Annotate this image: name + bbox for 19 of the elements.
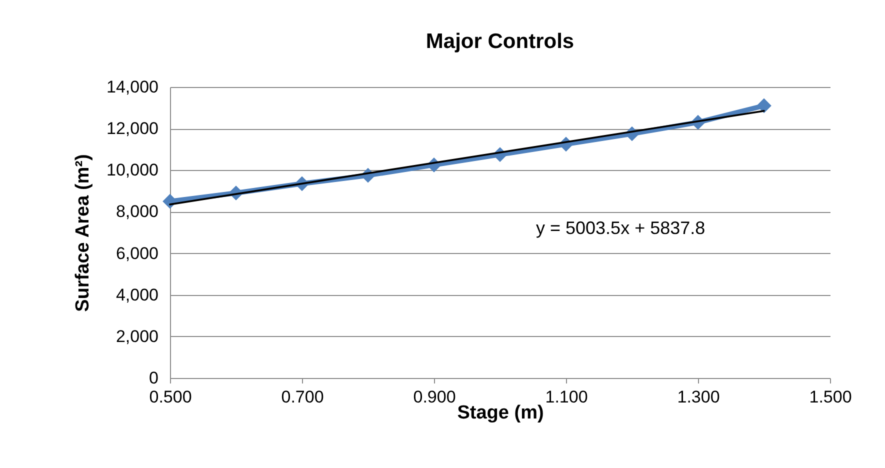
annotation: y = 5003.5x + 5837.8 — [536, 218, 706, 238]
y-tick-label: 4,000 — [116, 285, 158, 304]
y-tick-label: 2,000 — [116, 326, 158, 346]
y-tick-label: 14,000 — [106, 78, 158, 96]
x-axis-title: Stage (m) — [457, 402, 544, 424]
y-tick-label: 12,000 — [106, 119, 158, 138]
point — [756, 98, 772, 114]
x-tick-label: 1.300 — [677, 388, 720, 406]
x-tick-label: 1.100 — [545, 388, 588, 406]
y-tick-label: 6,000 — [116, 244, 158, 263]
y-tick-label: 8,000 — [116, 202, 158, 222]
x-tick-label: 1.500 — [809, 388, 852, 406]
y-axis-title: Surface Area (m²) — [72, 154, 94, 312]
x-tick-label: 0.500 — [149, 388, 192, 406]
y-tick-label: 0 — [149, 368, 158, 388]
chart-title: Major Controls — [426, 30, 574, 53]
x-tick-label: 0.900 — [413, 388, 456, 406]
y-tick-label: 10,000 — [106, 160, 158, 180]
x-tick-label: 0.700 — [281, 388, 324, 406]
